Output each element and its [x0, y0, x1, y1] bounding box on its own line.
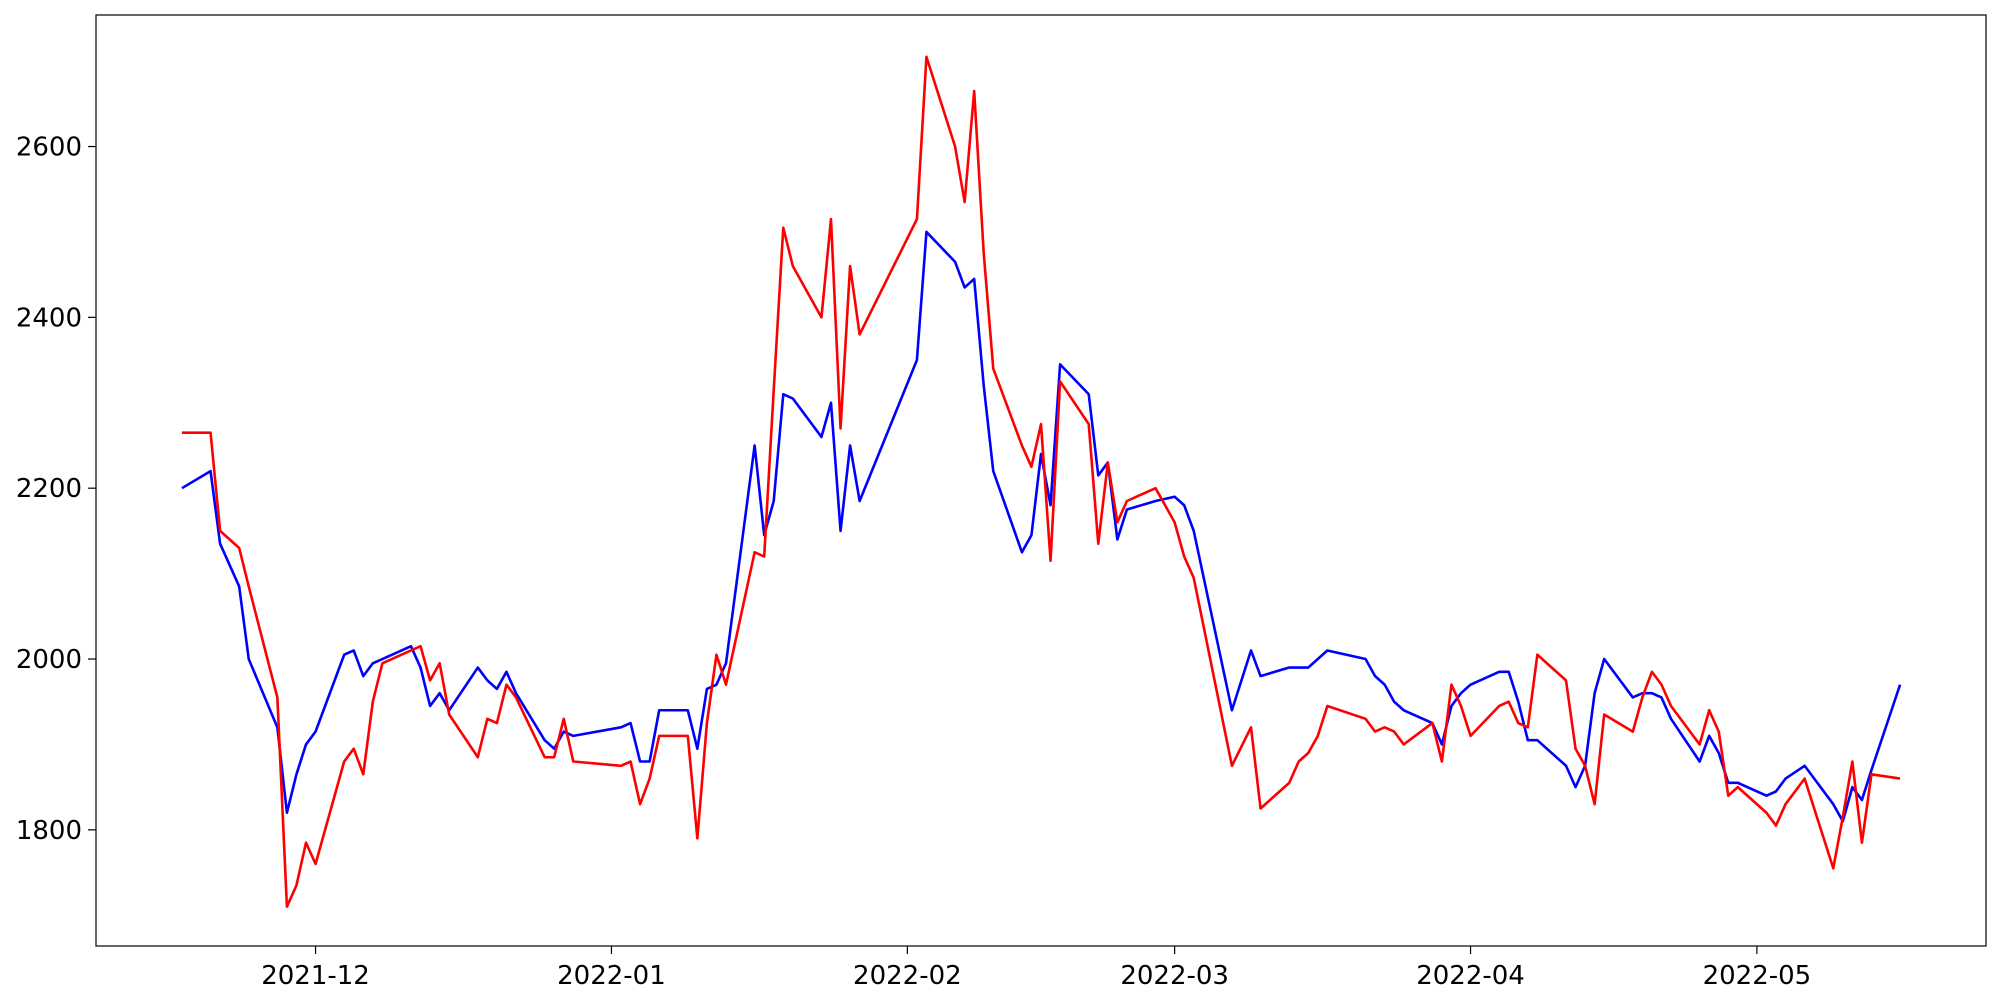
y-tick-label: 2400	[16, 303, 82, 333]
series-line	[181, 230, 1902, 823]
x-tick-label: 2021-12	[261, 961, 370, 991]
x-tick-label: 2022-02	[853, 961, 962, 991]
y-tick-label: 1800	[16, 816, 82, 846]
y-tick-label: 2200	[16, 474, 82, 504]
y-tick-label: 2000	[16, 645, 82, 675]
x-tick-label: 2022-04	[1416, 961, 1525, 991]
x-tick-label: 2022-01	[557, 961, 666, 991]
x-tick-label: 2022-03	[1120, 961, 1229, 991]
x-tick-label: 2022-05	[1703, 961, 1812, 991]
series-line	[181, 55, 1901, 909]
plot-frame	[95, 14, 1987, 947]
y-tick-label: 2600	[16, 133, 82, 163]
